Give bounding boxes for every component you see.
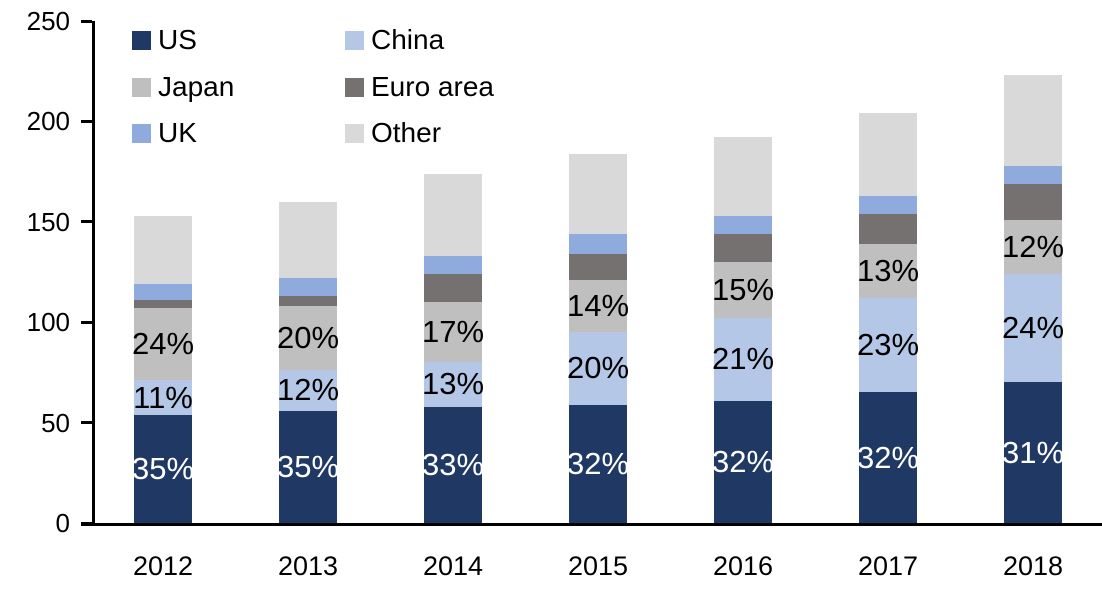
segment-label-japan-2018: 12% bbox=[1001, 228, 1065, 264]
segment-label-japan-2016: 15% bbox=[711, 272, 775, 308]
legend-swatch-other bbox=[345, 124, 364, 143]
bar-2018-segment-other bbox=[1004, 75, 1062, 166]
segment-label-us-2016: 32% bbox=[711, 443, 775, 479]
y-axis-tick bbox=[81, 19, 92, 23]
bar-2012-segment-other bbox=[134, 215, 192, 285]
legend-label-other: Other bbox=[371, 117, 442, 148]
bar-2016-segment-china bbox=[714, 318, 772, 401]
segment-label-china-2012: 11% bbox=[133, 379, 193, 415]
bar-2014-segment-euro-area bbox=[424, 274, 482, 303]
legend-label-japan: Japan bbox=[158, 70, 235, 102]
segment-label-us-2012: 35% bbox=[131, 450, 195, 486]
bar-2014-segment-china bbox=[424, 362, 482, 407]
x-tick-label-2013: 2013 bbox=[277, 551, 339, 581]
y-tick-label: 150 bbox=[26, 206, 70, 237]
bar-2018-segment-china bbox=[1004, 274, 1062, 383]
segment-label-us-2014: 33% bbox=[421, 446, 485, 482]
bar-2014-segment-uk bbox=[424, 255, 482, 275]
x-axis-line bbox=[81, 523, 1102, 526]
segment-label-japan-2013: 20% bbox=[276, 320, 340, 356]
bar-2013-segment-us bbox=[279, 410, 337, 523]
bar-2012-segment-china bbox=[134, 380, 192, 415]
bar-2016-segment-us bbox=[714, 400, 772, 523]
segment-label-us-2013: 35% bbox=[276, 448, 340, 484]
bar-2013-segment-japan bbox=[279, 306, 337, 371]
legend-swatch-us bbox=[132, 31, 151, 50]
bar-2015-segment-uk bbox=[569, 233, 627, 254]
y-tick-label: 100 bbox=[26, 307, 70, 338]
bar-2012-segment-us bbox=[134, 414, 192, 523]
x-tick-label-2012: 2012 bbox=[132, 551, 194, 581]
bar-2017-segment-japan bbox=[859, 243, 917, 299]
bar-2018-segment-uk bbox=[1004, 165, 1062, 184]
bar-2018-segment-euro-area bbox=[1004, 183, 1062, 220]
bar-2017-segment-other bbox=[859, 113, 917, 196]
x-tick-label-2015: 2015 bbox=[567, 551, 629, 581]
bar-2015-segment-us bbox=[569, 404, 627, 523]
bar-2014-segment-us bbox=[424, 406, 482, 523]
bar-2015-segment-china bbox=[569, 332, 627, 405]
bar-2018-segment-japan bbox=[1004, 219, 1062, 275]
legend-label-china: China bbox=[371, 24, 445, 55]
bar-2016-segment-euro-area bbox=[714, 233, 772, 262]
bar-2014-segment-japan bbox=[424, 302, 482, 363]
legend-swatch-china bbox=[345, 31, 364, 50]
bar-2015-segment-japan bbox=[569, 280, 627, 333]
segment-label-china-2015: 20% bbox=[566, 350, 630, 386]
y-axis-tick bbox=[81, 220, 92, 224]
segment-label-japan-2012: 24% bbox=[131, 326, 195, 362]
bar-2016-segment-other bbox=[714, 137, 772, 216]
legend-label-us: US bbox=[158, 24, 197, 55]
bar-2016-segment-uk bbox=[714, 215, 772, 234]
legend-label-uk: UK bbox=[158, 117, 197, 148]
segment-label-us-2015: 32% bbox=[566, 445, 630, 481]
bar-2012-segment-japan bbox=[134, 308, 192, 381]
legend-label-euro-area: Euro area bbox=[371, 70, 494, 102]
y-axis-tick bbox=[81, 421, 92, 425]
x-tick-label-2016: 2016 bbox=[712, 551, 774, 581]
bar-2017-segment-uk bbox=[859, 195, 917, 214]
bar-2017-segment-us bbox=[859, 392, 917, 523]
y-axis-tick bbox=[81, 119, 92, 123]
bar-2015-segment-other bbox=[569, 153, 627, 234]
segment-label-japan-2015: 14% bbox=[566, 288, 630, 324]
y-axis-tick bbox=[81, 320, 92, 324]
y-tick-label: 0 bbox=[55, 508, 70, 538]
y-tick-label: 50 bbox=[41, 407, 70, 438]
segment-label-china-2014: 13% bbox=[421, 366, 485, 402]
segment-label-china-2018: 24% bbox=[1001, 310, 1065, 346]
segment-label-us-2017: 32% bbox=[856, 439, 920, 475]
x-tick-label-2017: 2017 bbox=[857, 551, 919, 581]
legend-swatch-euro-area bbox=[345, 77, 364, 97]
bar-2012-segment-euro-area bbox=[134, 300, 192, 309]
bar-2013-segment-euro-area bbox=[279, 296, 337, 307]
segment-label-china-2013: 12% bbox=[276, 372, 340, 408]
segment-label-us-2018: 31% bbox=[1001, 434, 1065, 470]
segment-label-china-2017: 23% bbox=[856, 327, 920, 363]
segment-label-china-2016: 21% bbox=[711, 341, 775, 377]
y-tick-label: 250 bbox=[26, 6, 70, 36]
legend-swatch-uk bbox=[132, 124, 151, 143]
plot-area: 35% 11% 24% 35% 12% 20% 33% 13% 17% 32% 20% 14% 32% 2… bbox=[81, 21, 1102, 526]
legend-swatch-japan bbox=[132, 77, 151, 97]
y-axis-line bbox=[92, 21, 95, 523]
bar-2013-segment-china bbox=[279, 370, 337, 411]
x-tick-label-2014: 2014 bbox=[422, 551, 484, 581]
bar-2013-segment-uk bbox=[279, 278, 337, 297]
bar-2012-segment-uk bbox=[134, 284, 192, 301]
bar-2017-segment-china bbox=[859, 298, 917, 393]
segment-label-japan-2014: 17% bbox=[421, 314, 485, 350]
segment-label-japan-2017: 13% bbox=[856, 253, 920, 288]
bar-2014-segment-other bbox=[424, 173, 482, 256]
bar-2017-segment-euro-area bbox=[859, 213, 917, 244]
y-tick-label: 200 bbox=[26, 106, 70, 137]
bar-2013-segment-other bbox=[279, 201, 337, 279]
bar-2018-segment-us bbox=[1004, 382, 1062, 523]
bar-2016-segment-japan bbox=[714, 261, 772, 319]
bar-2015-segment-euro-area bbox=[569, 253, 627, 281]
y-axis-tick bbox=[81, 521, 92, 525]
x-tick-label-2018: 2018 bbox=[1002, 551, 1064, 581]
